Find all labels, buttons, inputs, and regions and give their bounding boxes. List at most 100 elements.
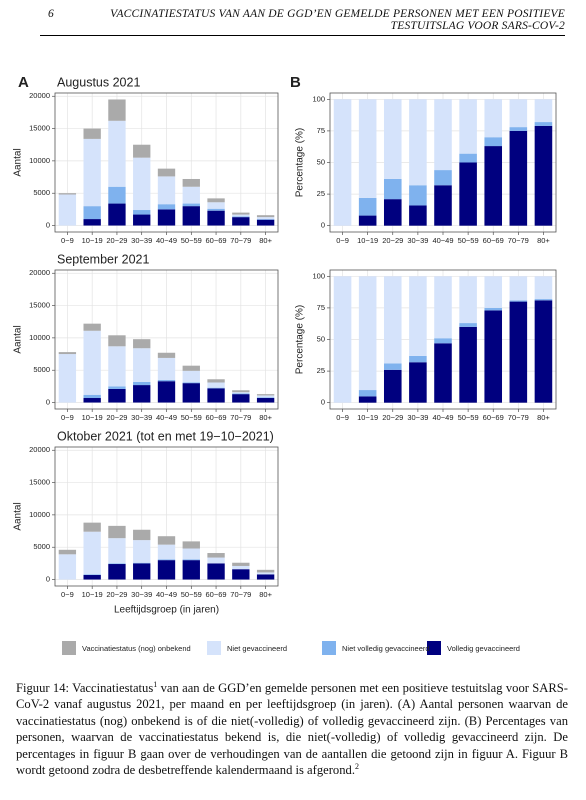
bar-segment [83,574,101,576]
y-tick-label: 25 [317,366,325,375]
bar-segment [232,562,250,566]
legend-swatch [207,641,221,655]
bar-segment [108,186,126,204]
bar-segment [534,299,553,301]
bar-segment [484,146,503,226]
bar-segment [232,390,250,393]
bar-segment [383,99,402,179]
y-tick-label: 0 [46,575,50,584]
x-tick-label: 40−49 [156,413,177,422]
bar-segment [383,178,402,200]
y-tick-label: 75 [317,303,325,312]
bar-segment [108,525,126,539]
x-tick-label: 30−39 [407,236,428,245]
bar-segment [83,219,101,226]
x-tick-label: 30−39 [131,590,152,599]
bar-segment [409,185,427,206]
bar-segment [358,390,377,397]
bar-segment [133,210,151,215]
bar-segment [133,563,151,580]
caption-text: van aan de GGD’en gemelde personen met e… [16,681,568,778]
bar-segment [207,553,225,558]
y-tick-label: 0 [321,398,325,407]
legend-swatch [427,641,441,655]
y-tick-label: 25 [317,189,325,198]
bar-segment [207,379,225,383]
bar-segment [108,564,126,580]
bar-segment [232,569,250,580]
bar-segment [108,203,126,226]
bar-segment [459,323,477,327]
bar-segment [383,199,402,226]
bar-segment [434,338,452,344]
bar-segment [133,562,151,564]
bar-segment [133,385,151,403]
x-tick-label: 70−79 [230,413,251,422]
bar-segment [232,393,250,395]
plot-border [329,269,557,410]
y-tick-label: 20000 [29,91,50,100]
bar-segment [409,205,427,226]
bar-segment [157,176,176,205]
x-tick-label: 10−19 [357,413,378,422]
bar-segment [133,381,151,386]
x-tick-label: 40−49 [432,413,453,422]
footnote-ref: 1 [153,679,158,689]
bar-segment [256,215,275,218]
y-axis-label: Percentage (%) [295,305,306,374]
bar-segment [182,560,200,580]
bar-segment [333,99,352,226]
x-tick-label: 30−39 [407,413,428,422]
bar-segment [83,128,101,139]
bar-segment [207,382,225,388]
bar-segment [534,99,553,123]
bar-segment [182,178,200,187]
bar-segment [207,388,225,403]
y-axis-label: Aantal [13,148,24,176]
bar-segment [256,219,275,220]
x-tick-label: 50−59 [181,590,202,599]
bar-segment [232,216,250,218]
bar-segment [133,157,151,211]
bar-segment [108,120,126,187]
bar-segment [182,206,200,226]
bar-segment [434,276,452,339]
bar-segment [108,335,126,347]
bar-segment [484,137,503,147]
y-axis-label: Aantal [13,502,24,530]
x-tick-label: 60−69 [206,413,227,422]
y-tick-label: 10000 [29,156,50,165]
legend-swatch [322,641,336,655]
bar-segment [232,394,250,403]
chart-title: Oktober 2021 (tot en met 19−10−2021) [57,429,274,443]
x-tick-label: 60−69 [483,236,504,245]
bar-segment [484,307,503,311]
bar-segment [182,559,200,561]
bar-segment [409,99,427,186]
bar-segment [232,565,250,570]
bar-segment [434,185,452,226]
footnote-ref: 2 [354,761,359,771]
bar-segment [459,99,477,154]
bar-segment [509,300,528,302]
bar-segment [83,323,101,331]
bar-segment [133,214,151,226]
bar-segment [83,522,101,532]
bar-segment [207,557,225,564]
x-tick-label: 80+ [259,590,272,599]
bar-segment [256,395,275,398]
bar-segment [157,168,176,177]
bar-segment [207,208,225,211]
bar-segment [157,559,176,561]
x-tick-label: 60−69 [206,590,227,599]
bar-segment [434,170,452,186]
y-tick-label: 15000 [29,124,50,133]
bar-segment [207,210,225,226]
x-tick-label: 10−19 [82,413,103,422]
bar-segment [157,204,176,210]
bar-segment [108,386,126,389]
bar-segment [358,197,377,216]
plot-border [54,446,279,587]
bar-segment [83,330,101,395]
